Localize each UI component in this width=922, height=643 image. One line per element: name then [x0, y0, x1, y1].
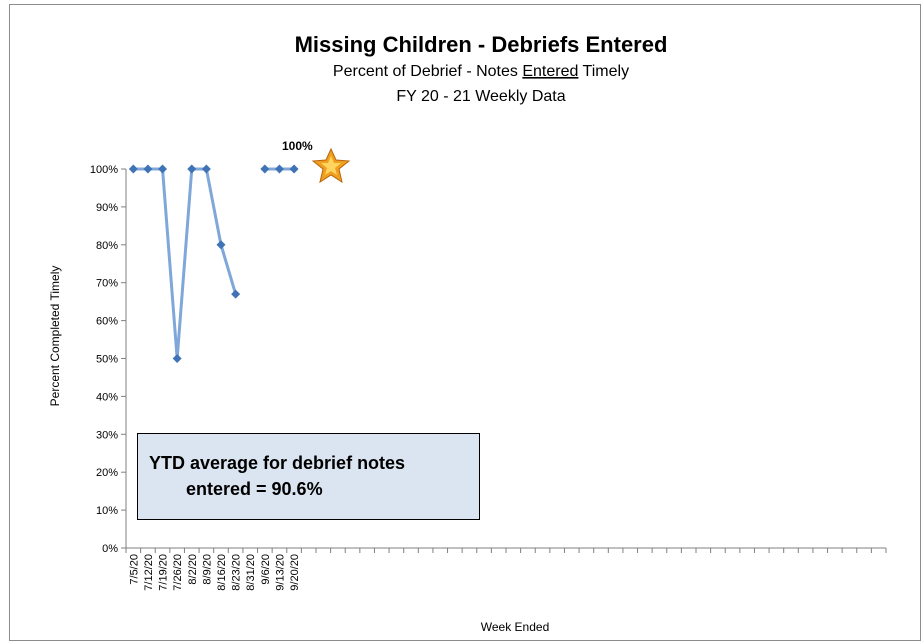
subtitle-part-entered: Entered	[522, 63, 578, 80]
data-point-marker	[158, 164, 168, 174]
data-point-marker	[201, 164, 211, 174]
chart-axes: 0%10%20%30%40%50%60%70%80%90%100%7/5/20 7…	[90, 164, 887, 591]
subtitle-part-3: Timely	[578, 63, 629, 80]
y-tick-label: 100%	[90, 164, 118, 176]
x-tick-label: 8/31/20	[245, 554, 257, 591]
x-tick-label: 7/12/20	[143, 554, 155, 591]
x-tick-label: 8/2/20	[187, 554, 199, 585]
data-point-marker	[260, 164, 270, 174]
chart-subtitle: Percent of Debrief - Notes Entered Timel…	[333, 63, 629, 80]
y-tick-label: 10%	[96, 505, 118, 517]
data-point-marker	[274, 164, 284, 174]
x-axis-title: Week Ended	[481, 620, 550, 634]
chart-frame: Missing Children - Debriefs Entered Perc…	[9, 4, 921, 641]
subtitle-part-1: Percent of Debrief - Notes	[333, 63, 522, 80]
y-axis-title: Percent Completed Timely	[48, 266, 62, 407]
chart-canvas: Missing Children - Debriefs Entered Perc…	[48, 32, 887, 634]
star-icon	[311, 147, 351, 184]
data-point-marker	[289, 164, 299, 174]
ytd-text-line-2: entered = 90.6%	[186, 479, 323, 499]
x-tick-label: 8/9/20	[201, 554, 213, 585]
peak-label: 100%	[282, 139, 313, 153]
data-point-marker	[172, 354, 182, 363]
x-tick-label: 9/6/20	[260, 554, 272, 585]
y-tick-label: 80%	[96, 240, 118, 252]
y-tick-label: 70%	[96, 278, 118, 290]
data-point-marker	[128, 164, 138, 174]
x-tick-label: 8/16/20	[216, 554, 228, 591]
data-point-marker	[231, 289, 241, 299]
data-point-marker	[216, 240, 226, 250]
y-tick-label: 60%	[96, 316, 118, 328]
y-tick-label: 90%	[96, 202, 118, 214]
data-point-marker	[143, 164, 153, 174]
data-point-marker	[187, 164, 197, 174]
y-tick-label: 20%	[96, 467, 118, 479]
x-tick-label: 7/26/20	[172, 554, 184, 591]
x-tick-label: 7/19/20	[158, 554, 170, 591]
series-line-segment	[133, 167, 238, 360]
x-tick-label: 9/13/20	[274, 554, 286, 591]
y-tick-label: 0%	[102, 543, 118, 555]
y-tick-label: 40%	[96, 391, 118, 403]
ytd-text-line-1: YTD average for debrief notes	[149, 453, 406, 473]
series-line	[128, 164, 299, 363]
y-tick-label: 30%	[96, 429, 118, 441]
x-tick-label: 8/23/20	[231, 554, 243, 591]
y-tick-label: 50%	[96, 354, 118, 366]
chart-title: Missing Children - Debriefs Entered	[295, 32, 668, 57]
x-tick-label: 7/5/20	[128, 554, 140, 585]
chart-subtitle-2: FY 20 - 21 Weekly Data	[396, 88, 565, 105]
x-tick-label: 9/20/20	[289, 554, 301, 591]
ytd-average-box: YTD average for debrief notes entered = …	[137, 433, 480, 520]
